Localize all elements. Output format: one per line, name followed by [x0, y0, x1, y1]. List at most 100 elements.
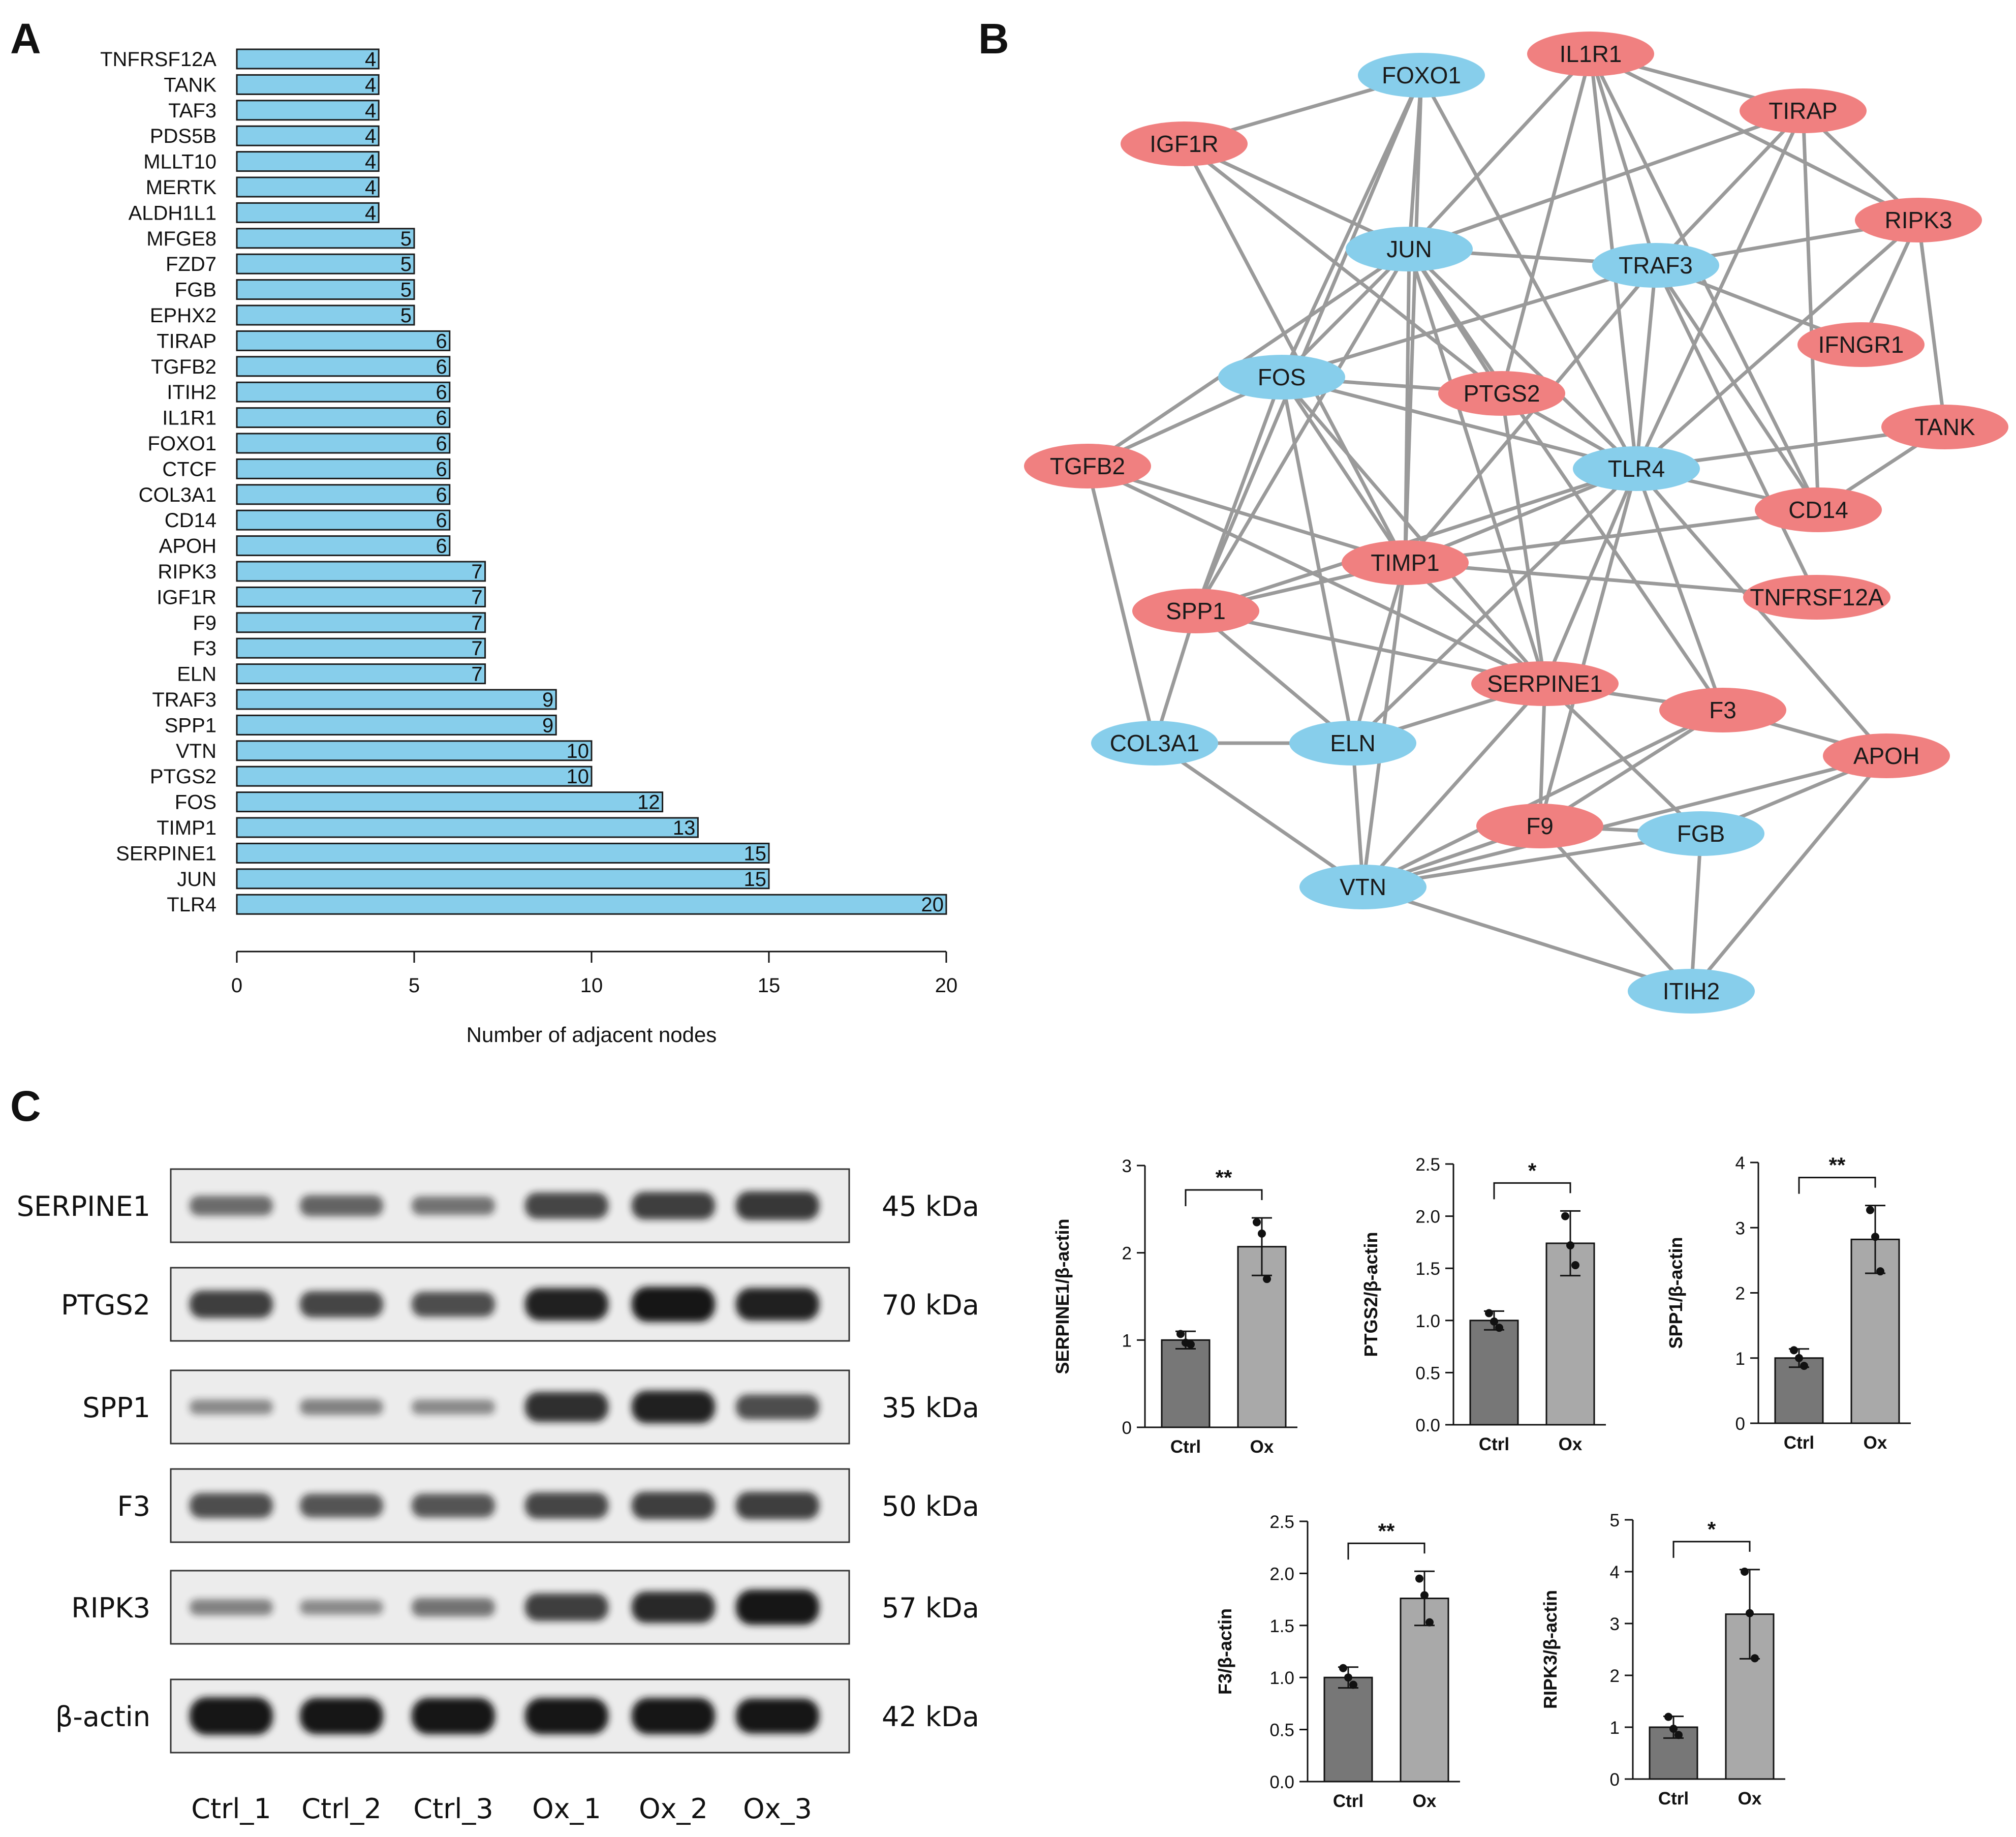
data-point-ctrl-1 [1339, 1664, 1347, 1672]
lane-label-ctrl-1: Ctrl_1 [191, 1793, 271, 1825]
category-label-ptgs2: PTGS2 [150, 766, 216, 788]
category-label-mllt10: MLLT10 [143, 151, 216, 173]
data-point-ox-1 [1561, 1212, 1569, 1220]
data-point-ctrl-1 [1485, 1309, 1493, 1318]
y-tick-label-2: 2 [1735, 1284, 1745, 1304]
node-label-tnfrsf12a: TNFRSF12A [1750, 584, 1884, 610]
category-label-fzd7: FZD7 [166, 253, 216, 275]
edge-f3-vtn [1362, 708, 1724, 889]
edge-jun-f3 [1408, 248, 1724, 711]
category-label-foxo1: FOXO1 [147, 433, 216, 455]
x-category-label-ox: Ox [1864, 1433, 1887, 1453]
category-label-tirap: TIRAP [157, 330, 216, 352]
band-spp1-ox-2 [632, 1391, 715, 1423]
value-label-tank: 4 [365, 74, 376, 96]
significance-bracket [1347, 1542, 1425, 1560]
y-tick-label-1-0: 1.0 [1269, 1668, 1294, 1688]
blot-row-spp1: SPP1 35 kDa [82, 1369, 979, 1445]
edge-apoh-vtn [1362, 754, 1887, 889]
category-label-serpine1: SERPINE1 [116, 842, 216, 865]
data-point-ctrl-1 [1664, 1712, 1672, 1721]
band-actin-ox-3 [736, 1698, 819, 1734]
kda-label-ptgs2: 70 kDa [882, 1289, 979, 1321]
y-tick-label-3: 3 [1735, 1218, 1745, 1238]
edge-jun-serpine1 [1407, 248, 1547, 685]
protein-label-f3: F3 [117, 1490, 150, 1522]
node-tnfrsf12a [1743, 575, 1890, 620]
category-label-tnfrsf12a: TNFRSF12A [100, 48, 216, 71]
node-apoh [1823, 733, 1950, 778]
y-tick-label-1-0: 1.0 [1415, 1311, 1440, 1331]
node-itih2 [1628, 969, 1755, 1014]
value-label-jun: 15 [744, 868, 767, 891]
category-label-vtn: VTN [176, 740, 216, 762]
bar-ephx2 [236, 304, 415, 326]
node-label-col3a1: COL3A1 [1110, 730, 1199, 756]
significance-stars: ** [1216, 1166, 1232, 1189]
node-il1r1 [1527, 32, 1654, 76]
significance-bracket [1672, 1541, 1751, 1558]
protein-label-ripk3: RIPK3 [71, 1592, 150, 1624]
node-label-eln: ELN [1330, 730, 1375, 756]
y-axis-title: SPP1/β-actin [1665, 1237, 1686, 1349]
y-tick-label-0: 0 [1122, 1418, 1132, 1438]
kda-label-f3: 50 kDa [882, 1490, 979, 1522]
node-serpine1 [1471, 661, 1619, 706]
edge-col3a1-vtn [1154, 742, 1364, 889]
bar-tank [236, 74, 380, 95]
band-ripk3-ox-1 [525, 1594, 608, 1621]
protein-label-actin: β-actin [55, 1701, 150, 1733]
edge-igf1r-ptgs2 [1183, 142, 1503, 395]
node-tirap [1740, 88, 1867, 133]
category-label-pds5b: PDS5B [150, 125, 216, 147]
category-label-taf3: TAF3 [168, 100, 216, 122]
significance-stars: * [1708, 1517, 1716, 1541]
node-timp1 [1342, 540, 1469, 585]
node-tank [1881, 405, 2008, 449]
edge-traf3-timp1 [1404, 264, 1657, 564]
node-label-foxo1: FOXO1 [1382, 62, 1461, 88]
lane-label-ox-3: Ox_3 [743, 1793, 812, 1825]
bar-tirap [236, 330, 451, 351]
node-vtn [1299, 865, 1426, 909]
edge-ptgs2-serpine1 [1500, 393, 1547, 684]
bar-tgfb2 [236, 356, 451, 377]
significance-stars: * [1528, 1158, 1537, 1182]
node-tlr4 [1573, 446, 1700, 491]
bar-ripk3 [236, 561, 486, 582]
data-point-ctrl-2 [1344, 1673, 1352, 1682]
node-label-apoh: APOH [1853, 743, 1919, 769]
bar-chart-ptgs2-actin: 0.0 0.5 1.0 1.5 2.0 2.5 Ctrl Ox * PTGS2/β-actin [1360, 1155, 1606, 1454]
edge-fos-timp1 [1280, 376, 1407, 564]
lane-label-ctrl-3: Ctrl_3 [413, 1793, 493, 1825]
category-label-il1r1: IL1R1 [162, 407, 216, 430]
band-spp1-ox-3 [736, 1394, 819, 1420]
panel-label-a: A [10, 15, 41, 63]
node-label-tank: TANK [1914, 414, 1975, 440]
node-label-jun: JUN [1386, 236, 1432, 262]
band-ripk3-ctrl-1 [190, 1599, 273, 1615]
blot-row-actin: β-actin 42 kDa [55, 1678, 979, 1754]
data-point-ox-3 [1751, 1654, 1759, 1663]
band-ptgs2-ctrl-1 [190, 1291, 273, 1318]
band-serpine1-ctrl-2 [300, 1195, 383, 1216]
edge-il1r1-cd14 [1589, 53, 1820, 511]
blot-row-f3: F3 50 kDa [117, 1468, 979, 1543]
category-label-ephx2: EPHX2 [150, 304, 216, 327]
edge-spp1-eln [1194, 609, 1354, 745]
node-label-ripk3: RIPK3 [1885, 207, 1952, 233]
x-axis-title: Number of adjacent nodes [467, 1023, 717, 1047]
bar-mllt10 [236, 151, 380, 172]
band-serpine1-ox-1 [525, 1192, 608, 1219]
edge-fos-eln [1280, 377, 1355, 744]
edge-fos-spp1 [1194, 376, 1284, 612]
category-label-igf1r: IGF1R [157, 586, 216, 608]
value-label-tgfb2: 6 [436, 356, 447, 378]
edge-ripk3-tlr4 [1635, 219, 1920, 470]
node-f3 [1659, 688, 1786, 732]
x-tick-label-20: 20 [935, 974, 958, 997]
edge-traf3-fos [1281, 263, 1657, 379]
y-tick-label-2: 2 [1610, 1666, 1620, 1686]
edge-il1r1-ripk3 [1590, 52, 1919, 222]
